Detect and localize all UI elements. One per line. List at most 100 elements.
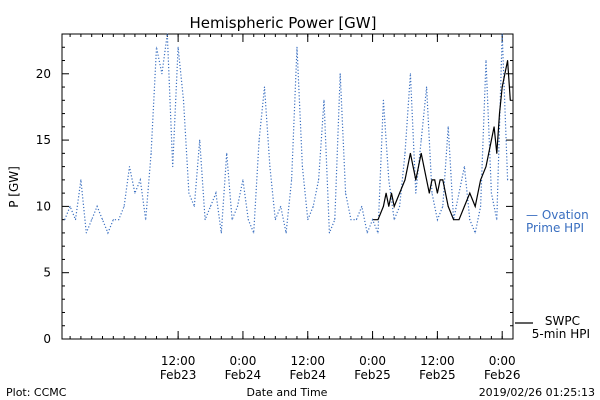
series-swpc-5min-hpi bbox=[372, 60, 511, 221]
data-point bbox=[366, 232, 368, 234]
data-point bbox=[161, 73, 163, 75]
data-point bbox=[393, 205, 395, 207]
data-point bbox=[75, 219, 77, 221]
data-point bbox=[328, 232, 330, 234]
data-point bbox=[361, 205, 363, 207]
data-point bbox=[80, 179, 82, 181]
legend-ovation-label: Prime HPI bbox=[526, 221, 584, 235]
data-point bbox=[112, 219, 114, 221]
data-point bbox=[210, 205, 212, 207]
data-point bbox=[453, 219, 455, 221]
y-tick-label: 15 bbox=[36, 133, 51, 147]
data-point bbox=[382, 99, 384, 101]
legend-swpc-label: SWPC bbox=[545, 314, 580, 328]
data-point bbox=[417, 166, 419, 168]
data-point bbox=[469, 192, 471, 194]
data-point bbox=[123, 205, 125, 207]
y-tick-label: 0 bbox=[43, 332, 51, 346]
data-point bbox=[447, 126, 449, 128]
data-point bbox=[404, 179, 406, 181]
data-point bbox=[129, 166, 131, 168]
data-point bbox=[434, 179, 436, 181]
series-ovation-prime-hpi bbox=[64, 33, 509, 235]
data-point bbox=[215, 192, 217, 194]
data-point bbox=[183, 99, 185, 101]
data-point bbox=[404, 152, 406, 154]
data-point bbox=[242, 179, 244, 181]
data-point bbox=[307, 219, 309, 221]
data-point bbox=[382, 205, 384, 207]
data-point bbox=[85, 232, 87, 234]
x-tick-date-label: Feb23 bbox=[160, 368, 197, 382]
data-point bbox=[509, 99, 511, 101]
data-point bbox=[426, 86, 428, 88]
data-point bbox=[150, 152, 152, 154]
ovation-line bbox=[64, 33, 509, 235]
data-point bbox=[501, 33, 503, 35]
data-point bbox=[507, 60, 509, 62]
data-point bbox=[188, 192, 190, 194]
data-point bbox=[420, 139, 422, 141]
x-tick-label: 0:00 bbox=[359, 354, 386, 368]
data-point bbox=[393, 219, 395, 221]
data-point bbox=[372, 219, 374, 221]
data-point bbox=[485, 60, 487, 62]
data-point bbox=[415, 192, 417, 194]
y-axis-label: P [GW] bbox=[7, 166, 21, 208]
x-tick-label: 12:00 bbox=[420, 354, 455, 368]
data-point bbox=[64, 219, 66, 221]
data-point bbox=[285, 232, 287, 234]
data-point bbox=[237, 205, 239, 207]
data-point bbox=[139, 179, 141, 181]
x-axis-label: Date and Time bbox=[247, 386, 328, 399]
plot-credit: Plot: CCMC bbox=[6, 386, 67, 399]
data-point bbox=[377, 219, 379, 221]
data-point bbox=[199, 139, 201, 141]
data-point bbox=[145, 219, 147, 221]
plot-timestamp: 2019/02/26 01:25:13 bbox=[479, 386, 595, 399]
data-point bbox=[258, 139, 260, 141]
data-point bbox=[91, 219, 93, 221]
data-point bbox=[415, 179, 417, 181]
data-point bbox=[480, 179, 482, 181]
data-point bbox=[69, 205, 71, 207]
series-layer bbox=[64, 33, 511, 235]
data-point bbox=[204, 219, 206, 221]
x-tick-date-label: Feb25 bbox=[354, 368, 391, 382]
y-tick-label: 5 bbox=[43, 266, 51, 280]
data-point bbox=[355, 219, 357, 221]
data-point bbox=[388, 205, 390, 207]
data-point bbox=[134, 192, 136, 194]
data-point bbox=[193, 205, 195, 207]
data-point bbox=[388, 179, 390, 181]
chart-title: Hemispheric Power [GW] bbox=[190, 14, 377, 32]
plot-frame bbox=[61, 33, 514, 340]
data-point bbox=[385, 192, 387, 194]
data-point bbox=[372, 219, 374, 221]
data-point bbox=[423, 166, 425, 168]
data-point bbox=[436, 219, 438, 221]
data-point bbox=[318, 179, 320, 181]
data-point bbox=[469, 219, 471, 221]
data-point bbox=[253, 232, 255, 234]
data-point bbox=[409, 152, 411, 154]
data-point bbox=[377, 232, 379, 234]
data-point bbox=[504, 73, 506, 75]
legend-swpc-label: 5-min HPI bbox=[532, 327, 590, 341]
data-point bbox=[166, 33, 168, 35]
data-point bbox=[431, 179, 433, 181]
x-tick-label: 12:00 bbox=[161, 354, 196, 368]
data-point bbox=[439, 179, 441, 181]
data-point bbox=[301, 166, 303, 168]
data-point bbox=[474, 205, 476, 207]
data-point bbox=[280, 205, 282, 207]
data-point bbox=[409, 73, 411, 75]
data-point bbox=[390, 192, 392, 194]
axes: 0510152012:00Feb230:00Feb2412:00Feb240:0… bbox=[36, 33, 520, 382]
x-tick-date-label: Feb24 bbox=[225, 368, 262, 382]
data-point bbox=[177, 46, 179, 48]
data-point bbox=[458, 219, 460, 221]
data-point bbox=[463, 166, 465, 168]
data-point bbox=[399, 205, 401, 207]
